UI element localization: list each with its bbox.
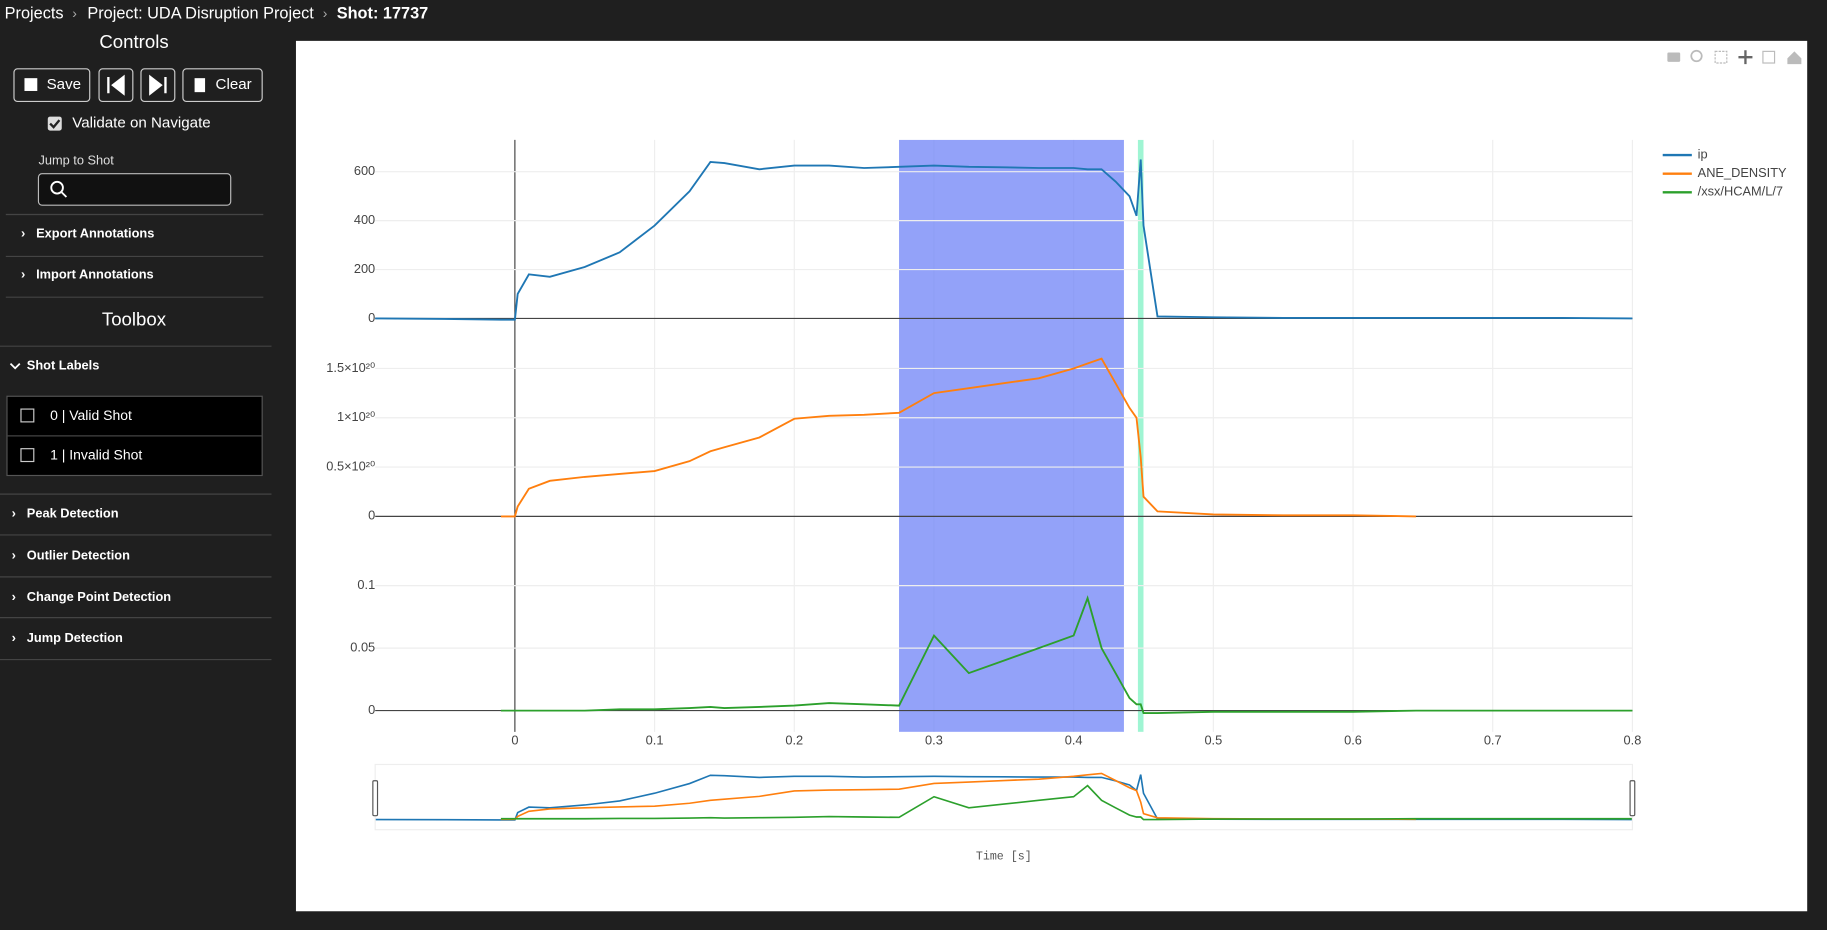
legend-label: /xsx/HCAM/L/7 bbox=[1698, 184, 1783, 199]
select[interactable] bbox=[1714, 50, 1728, 64]
region bbox=[1137, 139, 1144, 732]
jump-input[interactable] bbox=[37, 173, 232, 206]
home[interactable] bbox=[1787, 51, 1802, 65]
crumb: Shot: 17737 bbox=[337, 4, 428, 22]
x-tick-label: 0.2 bbox=[785, 733, 803, 748]
y-tick-label: 0.05 bbox=[350, 639, 375, 654]
jump-label: Jump to Shot bbox=[38, 152, 114, 167]
series-line bbox=[500, 784, 1633, 821]
y-tick-label: 0 bbox=[368, 508, 375, 523]
toolbox-title: Toolbox bbox=[102, 308, 167, 329]
modebar bbox=[1667, 49, 1802, 65]
chev-down bbox=[9, 363, 21, 370]
search-icon bbox=[50, 180, 64, 195]
toolbar bbox=[13, 68, 263, 103]
tool[interactable]: Outlier Detection bbox=[27, 547, 130, 562]
x-tick-label: 0.1 bbox=[646, 733, 664, 748]
section[interactable]: Shot Labels bbox=[27, 357, 100, 372]
check bbox=[49, 119, 61, 129]
sep: › bbox=[72, 5, 77, 21]
crumb[interactable]: Projects bbox=[5, 4, 64, 22]
next-icon bbox=[149, 74, 167, 96]
y-tick-label: 400 bbox=[354, 212, 375, 227]
label-checkbox[interactable] bbox=[20, 408, 35, 423]
y-tick-label: 0.1 bbox=[357, 577, 375, 592]
slider-handle[interactable] bbox=[372, 780, 379, 817]
camera[interactable] bbox=[1667, 52, 1681, 62]
x-tick-label: 0 bbox=[511, 733, 518, 748]
next-button[interactable] bbox=[140, 68, 176, 103]
validate-label: Validate on Navigate bbox=[72, 115, 210, 132]
x-tick-label: 0.7 bbox=[1484, 733, 1502, 748]
slider-handle[interactable] bbox=[1629, 780, 1636, 817]
autoscale[interactable] bbox=[1762, 50, 1776, 64]
sep: › bbox=[323, 5, 328, 21]
section[interactable]: Export Annotations bbox=[36, 226, 154, 241]
dividers bbox=[0, 213, 272, 661]
prev-button[interactable] bbox=[98, 68, 134, 103]
chev: › bbox=[12, 547, 16, 562]
chev: › bbox=[12, 589, 16, 604]
series-line bbox=[375, 159, 1633, 321]
chev: › bbox=[21, 266, 25, 281]
trash-icon bbox=[194, 78, 206, 93]
save-label: Save bbox=[47, 76, 81, 93]
legend-label: ANE_DENSITY bbox=[1698, 165, 1787, 180]
y-tick-label: 200 bbox=[354, 261, 375, 276]
save-icon bbox=[24, 78, 38, 91]
series-line bbox=[500, 772, 1416, 821]
y-tick-label: 0.5×10²⁰ bbox=[326, 458, 375, 473]
chev: › bbox=[21, 226, 25, 241]
y-tick-label: 0 bbox=[368, 310, 375, 325]
validate-checkbox[interactable] bbox=[47, 116, 62, 131]
x-tick-label: 0.3 bbox=[925, 733, 943, 748]
x-tick-label: 0.6 bbox=[1344, 733, 1362, 748]
y-tick-label: 1×10²⁰ bbox=[337, 409, 375, 424]
chev: › bbox=[12, 630, 16, 645]
region bbox=[899, 139, 1124, 732]
label-checkbox[interactable] bbox=[20, 448, 35, 463]
x-tick-label: 0.4 bbox=[1065, 733, 1083, 748]
x-tick-label: 0.5 bbox=[1204, 733, 1222, 748]
section[interactable]: Import Annotations bbox=[36, 266, 154, 281]
shot-label: 1 | Invalid Shot bbox=[50, 446, 142, 462]
crumb[interactable]: Project: UDA Disruption Project bbox=[87, 4, 314, 22]
x-tick-label: 0.8 bbox=[1624, 733, 1642, 748]
clear-button[interactable] bbox=[182, 68, 263, 103]
y-tick-label: 0 bbox=[368, 702, 375, 717]
controls-title: Controls bbox=[99, 31, 168, 52]
save-button[interactable] bbox=[13, 68, 91, 103]
legend-label: ip bbox=[1698, 146, 1708, 161]
y-tick-label: 600 bbox=[354, 163, 375, 178]
pan[interactable] bbox=[1738, 50, 1753, 65]
x-axis-title: Time [s] bbox=[976, 851, 1032, 864]
tool[interactable]: Jump Detection bbox=[27, 630, 123, 645]
search-icon bbox=[61, 191, 68, 198]
series-line bbox=[500, 357, 1416, 518]
zoom[interactable] bbox=[1690, 49, 1703, 63]
chev: › bbox=[12, 505, 16, 520]
series-line bbox=[500, 595, 1633, 714]
prev-icon bbox=[107, 74, 125, 96]
clear-label: Clear bbox=[216, 76, 252, 93]
tool[interactable]: Change Point Detection bbox=[27, 589, 172, 604]
y-tick-label: 1.5×10²⁰ bbox=[326, 360, 375, 375]
shot-label: 0 | Valid Shot bbox=[50, 407, 132, 423]
tool[interactable]: Peak Detection bbox=[27, 505, 119, 520]
